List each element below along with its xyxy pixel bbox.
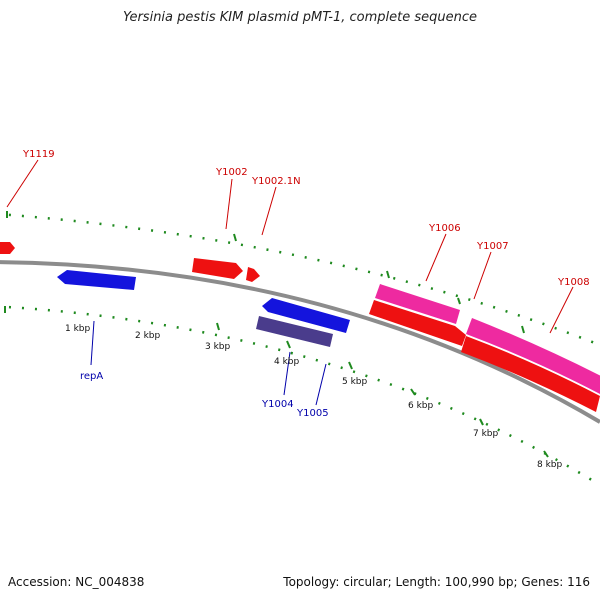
- gene-arrow-y1002-1n: [246, 267, 260, 282]
- tick-label-1kbp: 1 kbp: [65, 324, 91, 334]
- gene-label-y1006: Y1006: [428, 223, 461, 234]
- tick-label-4kbp: 4 kbp: [274, 357, 300, 367]
- gene-label-y1008: Y1008: [557, 277, 590, 288]
- tick-label-6kbp: 6 kbp: [408, 401, 434, 411]
- accession-text: Accession: NC_004838: [8, 575, 145, 589]
- tick-label-7kbp: 7 kbp: [473, 429, 499, 439]
- tick-label-8kbp: 8 kbp: [537, 460, 563, 470]
- gene-arrow-y1005: [256, 316, 333, 347]
- gene-labels: Y1119 Y1002 Y1002.1N Y1006 Y1007 Y1008 r…: [22, 149, 590, 419]
- forward-genes: [0, 242, 600, 412]
- gene-arrow-y1007: [369, 300, 466, 346]
- gene-arrow-y1006: [375, 284, 460, 324]
- reverse-genes: [57, 270, 350, 347]
- gene-arrow-y1004: [262, 298, 350, 333]
- gene-arrow-y1008: [466, 318, 600, 394]
- gene-arrow-y1009: [461, 336, 600, 412]
- gene-arrow-y1002: [192, 258, 243, 279]
- map-title: Yersinia pestis KIM plasmid pMT-1, compl…: [122, 10, 478, 25]
- major-ticks: [4, 211, 549, 458]
- tick-labels: 1 kbp 2 kbp 3 kbp 4 kbp 5 kbp 6 kbp 7 kb…: [65, 324, 563, 470]
- tick-label-5kbp: 5 kbp: [342, 377, 368, 387]
- gene-label-y1004: Y1004: [261, 399, 294, 410]
- tick-label-2kbp: 2 kbp: [135, 331, 161, 341]
- gene-label-y1119: Y1119: [22, 149, 55, 160]
- outer-tick-ring: [0, 212, 600, 347]
- plasmid-backbone: [0, 260, 600, 424]
- tick-label-3kbp: 3 kbp: [205, 342, 231, 352]
- gene-label-y1002-1n: Y1002.1N: [251, 176, 301, 187]
- sequence-stats: Topology: circular; Length: 100,990 bp; …: [283, 575, 590, 589]
- label-leaders: [6, 159, 574, 406]
- gene-label-y1007: Y1007: [476, 241, 509, 252]
- gene-label-y1002: Y1002: [215, 167, 248, 178]
- gene-label-repa: repA: [80, 371, 103, 382]
- gene-arrow-repa: [57, 270, 136, 290]
- inner-tick-ring: [0, 305, 600, 487]
- gene-label-y1005: Y1005: [296, 408, 329, 419]
- gene-arrow-y1119: [0, 242, 15, 254]
